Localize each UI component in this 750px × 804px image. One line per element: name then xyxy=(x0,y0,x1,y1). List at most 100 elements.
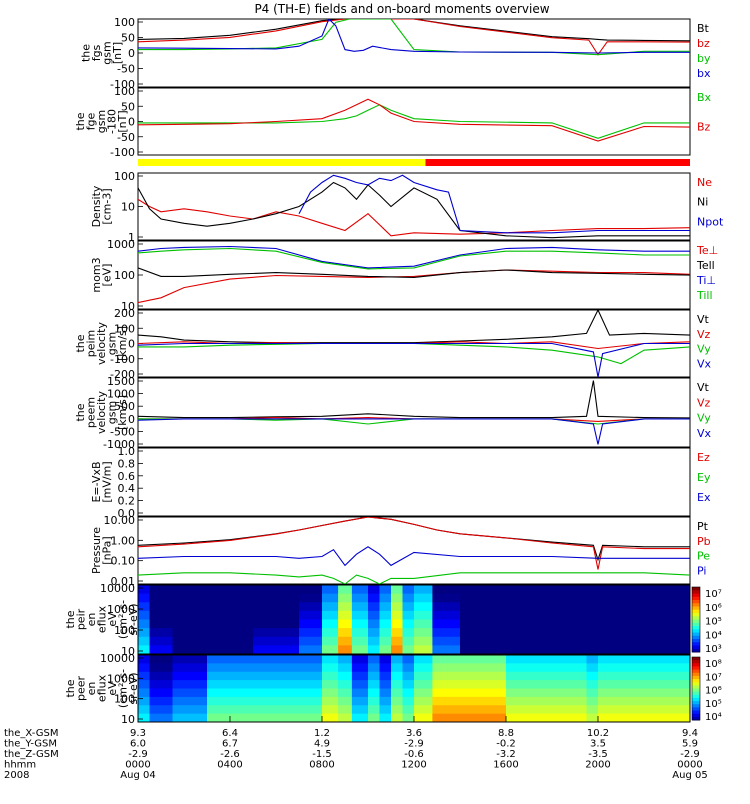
x-tick-label: Aug 04 xyxy=(120,770,155,781)
heatmap-cell xyxy=(391,713,403,723)
heatmap-cell xyxy=(207,619,254,629)
heatmap-cell xyxy=(207,628,254,638)
y-tick-label: 10 xyxy=(121,645,135,658)
heatmap-cell xyxy=(414,680,433,689)
y-axis-label: [eV] xyxy=(100,264,113,287)
heatmap-cell xyxy=(138,610,150,620)
heatmap-cell xyxy=(351,671,369,681)
x-tick-label: -3.5 xyxy=(588,749,608,760)
heatmap-cell xyxy=(149,610,173,620)
y-tick-label: 500 xyxy=(114,400,135,413)
x-tick-label: -2.6 xyxy=(220,749,240,760)
heatmap-cell xyxy=(432,680,461,689)
y-tick-label: 1.0 xyxy=(118,445,136,458)
heatmap-cell xyxy=(644,713,691,723)
heatmap-cell xyxy=(138,619,150,629)
heatmap-cell xyxy=(379,593,392,603)
panel-frame xyxy=(137,516,691,585)
heatmap-cell xyxy=(391,619,403,629)
colorbar-frame xyxy=(691,586,701,653)
heatmap-cell xyxy=(460,619,507,629)
heatmap-cell xyxy=(149,628,173,638)
legend-entry: Tell xyxy=(696,259,715,272)
colorbar-step xyxy=(692,701,700,705)
y-axis-label: peem xyxy=(85,397,98,428)
heatmap-cell xyxy=(172,671,208,681)
colorbar-tick-label: 10⁵ xyxy=(705,699,722,710)
heatmap-cell xyxy=(598,585,645,595)
colorbar-step xyxy=(692,587,700,591)
heatmap-cell xyxy=(644,688,691,698)
heatmap-cell xyxy=(402,705,415,715)
heatmap-cell xyxy=(138,655,150,664)
x-tick-label: 6.4 xyxy=(222,728,238,739)
heatmap-cell xyxy=(586,663,599,673)
heatmap-cell xyxy=(379,663,392,673)
y-tick-label: -100 xyxy=(110,146,135,159)
panel-efield: 1.00.80.60.40.20.0 E=-VxB[mV/m] Ez Ey Ex xyxy=(90,445,711,520)
heatmap-cell xyxy=(644,680,691,689)
heatmap-cell xyxy=(172,655,208,664)
colorbar-step xyxy=(692,642,700,646)
colorbar-step xyxy=(692,629,700,633)
heatmap-cell xyxy=(598,636,645,646)
legend-entry: Pe xyxy=(697,550,710,563)
heatmap-cell xyxy=(379,636,392,646)
y-axis-label: gsm xyxy=(106,332,119,355)
x-row-label: hhmm xyxy=(4,760,36,771)
heatmap-cell xyxy=(644,705,691,715)
heatmap-cell xyxy=(391,688,403,698)
heatmap-cell xyxy=(322,602,339,612)
colorbar-step xyxy=(692,710,700,715)
heatmap-cell xyxy=(338,705,353,715)
heatmap-cell xyxy=(368,610,380,620)
legend-entry: Te⊥ xyxy=(696,244,718,257)
colorbar-step xyxy=(692,593,700,598)
series-line-bx xyxy=(138,19,690,54)
y-tick-label: -200 xyxy=(110,368,135,381)
heatmap-cell xyxy=(586,680,599,689)
y-axis-label: gsm xyxy=(95,110,108,133)
heatmap-cell xyxy=(432,593,461,603)
legend-entry: Vx xyxy=(697,427,712,440)
heatmap-cell xyxy=(460,705,507,715)
heatmap-cell xyxy=(402,663,415,673)
heatmap-cell xyxy=(644,593,691,603)
colorbar-step xyxy=(692,707,700,712)
colorbar-step xyxy=(692,619,700,624)
heatmap-cell xyxy=(149,663,173,673)
heatmap-cell xyxy=(338,610,353,620)
heatmap-cell xyxy=(506,602,587,612)
colorbar-step xyxy=(692,675,700,680)
heatmap-cell xyxy=(253,680,300,689)
heatmap-cell xyxy=(253,628,300,638)
heatmap-cell xyxy=(506,610,587,620)
heatmap-cell xyxy=(432,628,461,638)
colorbar-step xyxy=(692,616,700,620)
heatmap-cell xyxy=(506,619,587,629)
y-axis-label: eflux xyxy=(95,674,108,702)
heatmap-cell xyxy=(368,628,380,638)
x-tick-label: 9.4 xyxy=(682,728,698,739)
y-axis-label: gsm xyxy=(100,41,113,64)
heatmap-cell xyxy=(586,610,599,620)
x-tick-label: 1200 xyxy=(401,760,426,771)
y-axis-label: velocity xyxy=(95,322,108,365)
heatmap-cell xyxy=(138,705,150,715)
heatmap-cell xyxy=(391,680,403,689)
x-tick-label: 6.0 xyxy=(130,739,146,750)
heatmap-cell xyxy=(351,636,369,646)
heatmap-cell xyxy=(149,705,173,715)
heatmap-cell xyxy=(644,602,691,612)
heatmap-cell xyxy=(506,696,587,706)
heatmap-cell xyxy=(414,655,433,664)
colorbar-step xyxy=(692,657,700,661)
y-tick-label: 100 xyxy=(114,170,135,183)
y-tick-label: 10.00 xyxy=(104,514,136,527)
legend-entry: Vt xyxy=(697,313,710,326)
series-line-Pe xyxy=(138,572,690,584)
panel-temperature: 1000 100 10 mom3[eV] Te⊥ Tell Ti⊥ Till xyxy=(90,238,718,313)
heatmap-cell xyxy=(460,585,507,595)
